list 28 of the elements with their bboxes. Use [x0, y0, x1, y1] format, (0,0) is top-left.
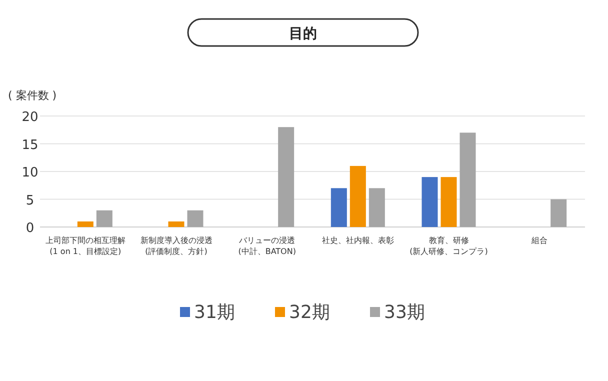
x-tick-label: バリューの浸透 (中計、BATON) — [238, 236, 296, 256]
y-axis-title: ( 案件数 ) — [8, 89, 57, 102]
bar — [550, 199, 567, 227]
legend-label: 32期 — [289, 302, 330, 323]
bar — [350, 166, 366, 227]
bar — [460, 132, 476, 227]
bar — [440, 177, 457, 227]
legend-label: 31期 — [194, 302, 235, 323]
y-tick-label: 0 — [26, 221, 34, 236]
bar — [278, 127, 294, 227]
x-tick-label: 組合 — [530, 236, 548, 245]
y-tick-label: 10 — [22, 166, 38, 180]
y-tick-label: 20 — [22, 110, 38, 125]
bar — [168, 221, 184, 227]
x-tick-label: 新制度導入後の浸透 (評価制度、方針) — [140, 236, 212, 256]
chart-title: 目的 — [289, 26, 317, 42]
x-tick-label: 上司部下間の相互理解 (1 on 1、目標設定) — [45, 236, 126, 256]
x-tick-label: 教育、研修 (新人研修、コンプラ) — [410, 236, 488, 256]
x-tick-label: 社史、社内報、表彰 — [322, 236, 394, 245]
bar — [77, 221, 94, 227]
y-tick-label: 15 — [22, 138, 38, 153]
legend-label: 33期 — [384, 302, 425, 323]
bar — [368, 188, 385, 227]
bar — [330, 188, 347, 227]
bar — [187, 210, 204, 227]
bar — [96, 210, 112, 227]
bar — [422, 177, 438, 227]
y-tick-label: 5 — [26, 193, 34, 208]
